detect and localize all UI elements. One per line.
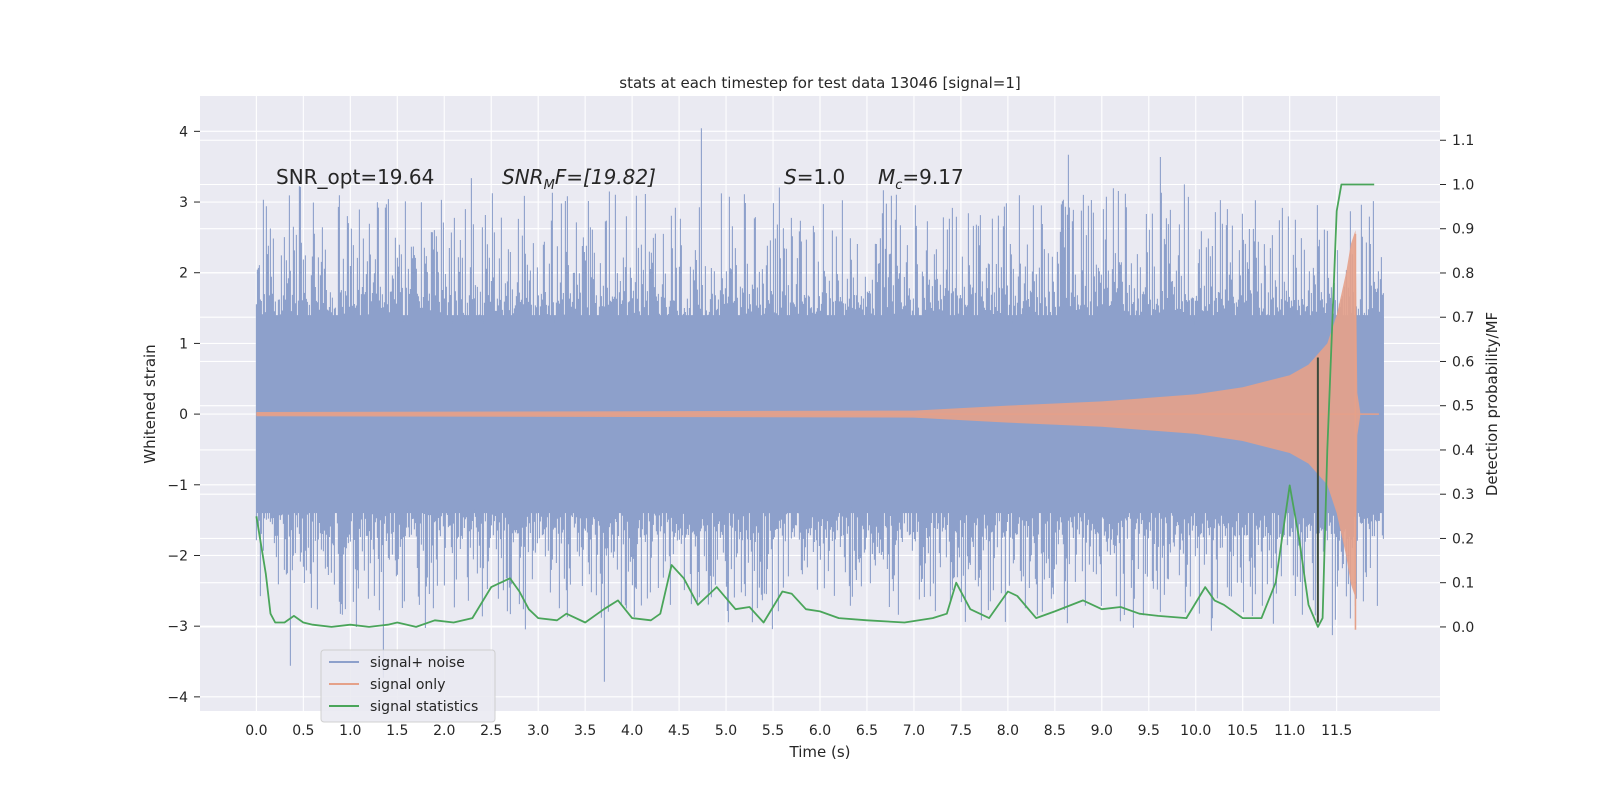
y-tick-label: 4 — [179, 124, 188, 140]
snr-mf-main: SNR — [502, 165, 544, 189]
y-tick-label: 2 — [179, 266, 188, 282]
x-axis-label: Time (s) — [789, 743, 851, 761]
legend-label-signal: signal only — [370, 677, 445, 693]
y2-tick-label: 0.6 — [1452, 354, 1474, 370]
y-tick-label: 0 — [179, 407, 188, 423]
x-tick-label: 11.0 — [1274, 723, 1305, 739]
mc-main: M — [878, 165, 895, 189]
x-tick-label: 0.0 — [245, 723, 267, 739]
y2-tick-label: 0.7 — [1452, 310, 1474, 326]
legend: signal+ noise signal only signal statist… — [320, 649, 496, 723]
y-tick-label: −1 — [167, 478, 188, 494]
x-tick-label: 0.5 — [292, 723, 314, 739]
statistics-line — [255, 183, 1375, 628]
y-ticks: 4 3 2 1 0 −1 −2 −3 −4 — [167, 124, 200, 706]
x-tick-label: 7.5 — [950, 723, 972, 739]
x-tick-label: 4.0 — [621, 723, 643, 739]
y-tick-label: −4 — [167, 690, 188, 706]
x-tick-label: 2.5 — [480, 723, 502, 739]
y-axis-label: Whitened strain — [141, 344, 159, 463]
y2-tick-label: 0.0 — [1452, 620, 1474, 636]
y2-tick-label: 0.5 — [1452, 399, 1474, 415]
legend-box — [320, 649, 496, 723]
x-tick-label: 1.0 — [339, 723, 361, 739]
x-tick-label: 5.0 — [715, 723, 737, 739]
y2-ticks: 1.1 1.0 0.9 0.8 0.7 0.6 0.5 0.4 0.3 0.2 0.1 0.0 — [1440, 133, 1474, 636]
mc-rest: =9.17 — [902, 165, 963, 189]
series-signal-statistics — [255, 183, 1375, 628]
x-tick-label: 9.0 — [1091, 723, 1113, 739]
x-tick-label: 1.5 — [386, 723, 408, 739]
x-tick-label: 3.5 — [574, 723, 596, 739]
annotation-snr-mf: SNRMF=[19.82] — [502, 165, 656, 193]
y-tick-label: 3 — [179, 195, 188, 211]
x-tick-label: 10.0 — [1180, 723, 1211, 739]
y2-tick-label: 0.1 — [1452, 576, 1474, 592]
s-main: S — [784, 165, 797, 189]
x-tick-label: 4.5 — [668, 723, 690, 739]
x-tick-label: 7.0 — [903, 723, 925, 739]
snr-mf-rest: F=[19.82] — [555, 165, 656, 189]
annotation-mc: Mc=9.17 — [878, 165, 964, 193]
x-tick-label: 5.5 — [762, 723, 784, 739]
x-tick-label: 6.0 — [809, 723, 831, 739]
y2-axis-label: Detection probability/MF — [1483, 312, 1501, 496]
x-tick-label: 8.0 — [997, 723, 1019, 739]
x-tick-label: 8.5 — [1044, 723, 1066, 739]
x-tick-label: 6.5 — [856, 723, 878, 739]
x-tick-label: 11.5 — [1321, 723, 1352, 739]
y-tick-label: −3 — [167, 619, 188, 635]
x-tick-label: 9.5 — [1138, 723, 1160, 739]
series-signal-only — [256, 230, 1379, 630]
y-tick-label: 1 — [179, 336, 188, 352]
annotation-s: S=1.0 — [784, 165, 845, 189]
y2-tick-label: 0.2 — [1452, 531, 1474, 547]
x-ticks: 0.0 0.5 1.0 1.5 2.0 2.5 3.0 3.5 4.0 4.5 5.0 5.5 6.0 6… — [245, 723, 1352, 739]
annotation-snr-opt: SNR_opt=19.64 — [276, 165, 434, 189]
y2-tick-label: 1.0 — [1452, 177, 1474, 193]
y2-tick-label: 0.4 — [1452, 443, 1474, 459]
x-tick-label: 3.0 — [527, 723, 549, 739]
y2-tick-label: 0.9 — [1452, 222, 1474, 238]
s-rest: =1.0 — [797, 165, 846, 189]
legend-label-noise: signal+ noise — [370, 655, 465, 671]
y2-tick-label: 1.1 — [1452, 133, 1474, 149]
y2-tick-label: 0.8 — [1452, 266, 1474, 282]
chart-title: stats at each timestep for test data 130… — [619, 74, 1020, 92]
snr-mf-sub: M — [544, 178, 555, 193]
mc-sub: c — [895, 178, 902, 193]
y-tick-label: −2 — [167, 548, 188, 564]
x-tick-label: 10.5 — [1227, 723, 1258, 739]
y2-tick-label: 0.3 — [1452, 487, 1474, 503]
legend-label-stats: signal statistics — [370, 699, 478, 715]
x-tick-label: 2.0 — [433, 723, 455, 739]
